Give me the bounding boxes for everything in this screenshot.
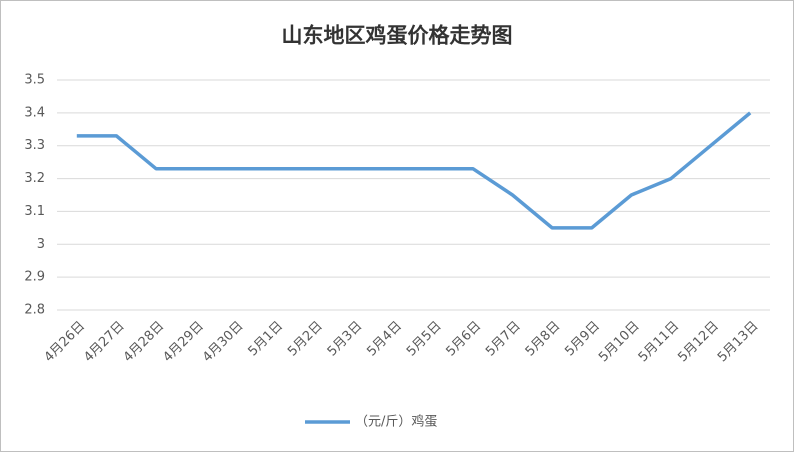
y-tick-label: 3.4 <box>24 105 45 120</box>
line <box>76 111 752 230</box>
chart-title: 山东地区鸡蛋价格走势图 <box>282 23 513 48</box>
y-tick-label: 3 <box>37 237 45 252</box>
y-tick-label: 2.9 <box>24 270 45 285</box>
y-tick-label: 3.3 <box>24 138 45 153</box>
y-tick-label: 2.8 <box>24 303 45 318</box>
y-tick-label: 3.2 <box>24 171 45 186</box>
y-tick-label: 3.5 <box>24 73 45 88</box>
legend-label: （元/斤）鸡蛋 <box>355 414 437 430</box>
y-tick-label: 3.1 <box>24 204 45 219</box>
